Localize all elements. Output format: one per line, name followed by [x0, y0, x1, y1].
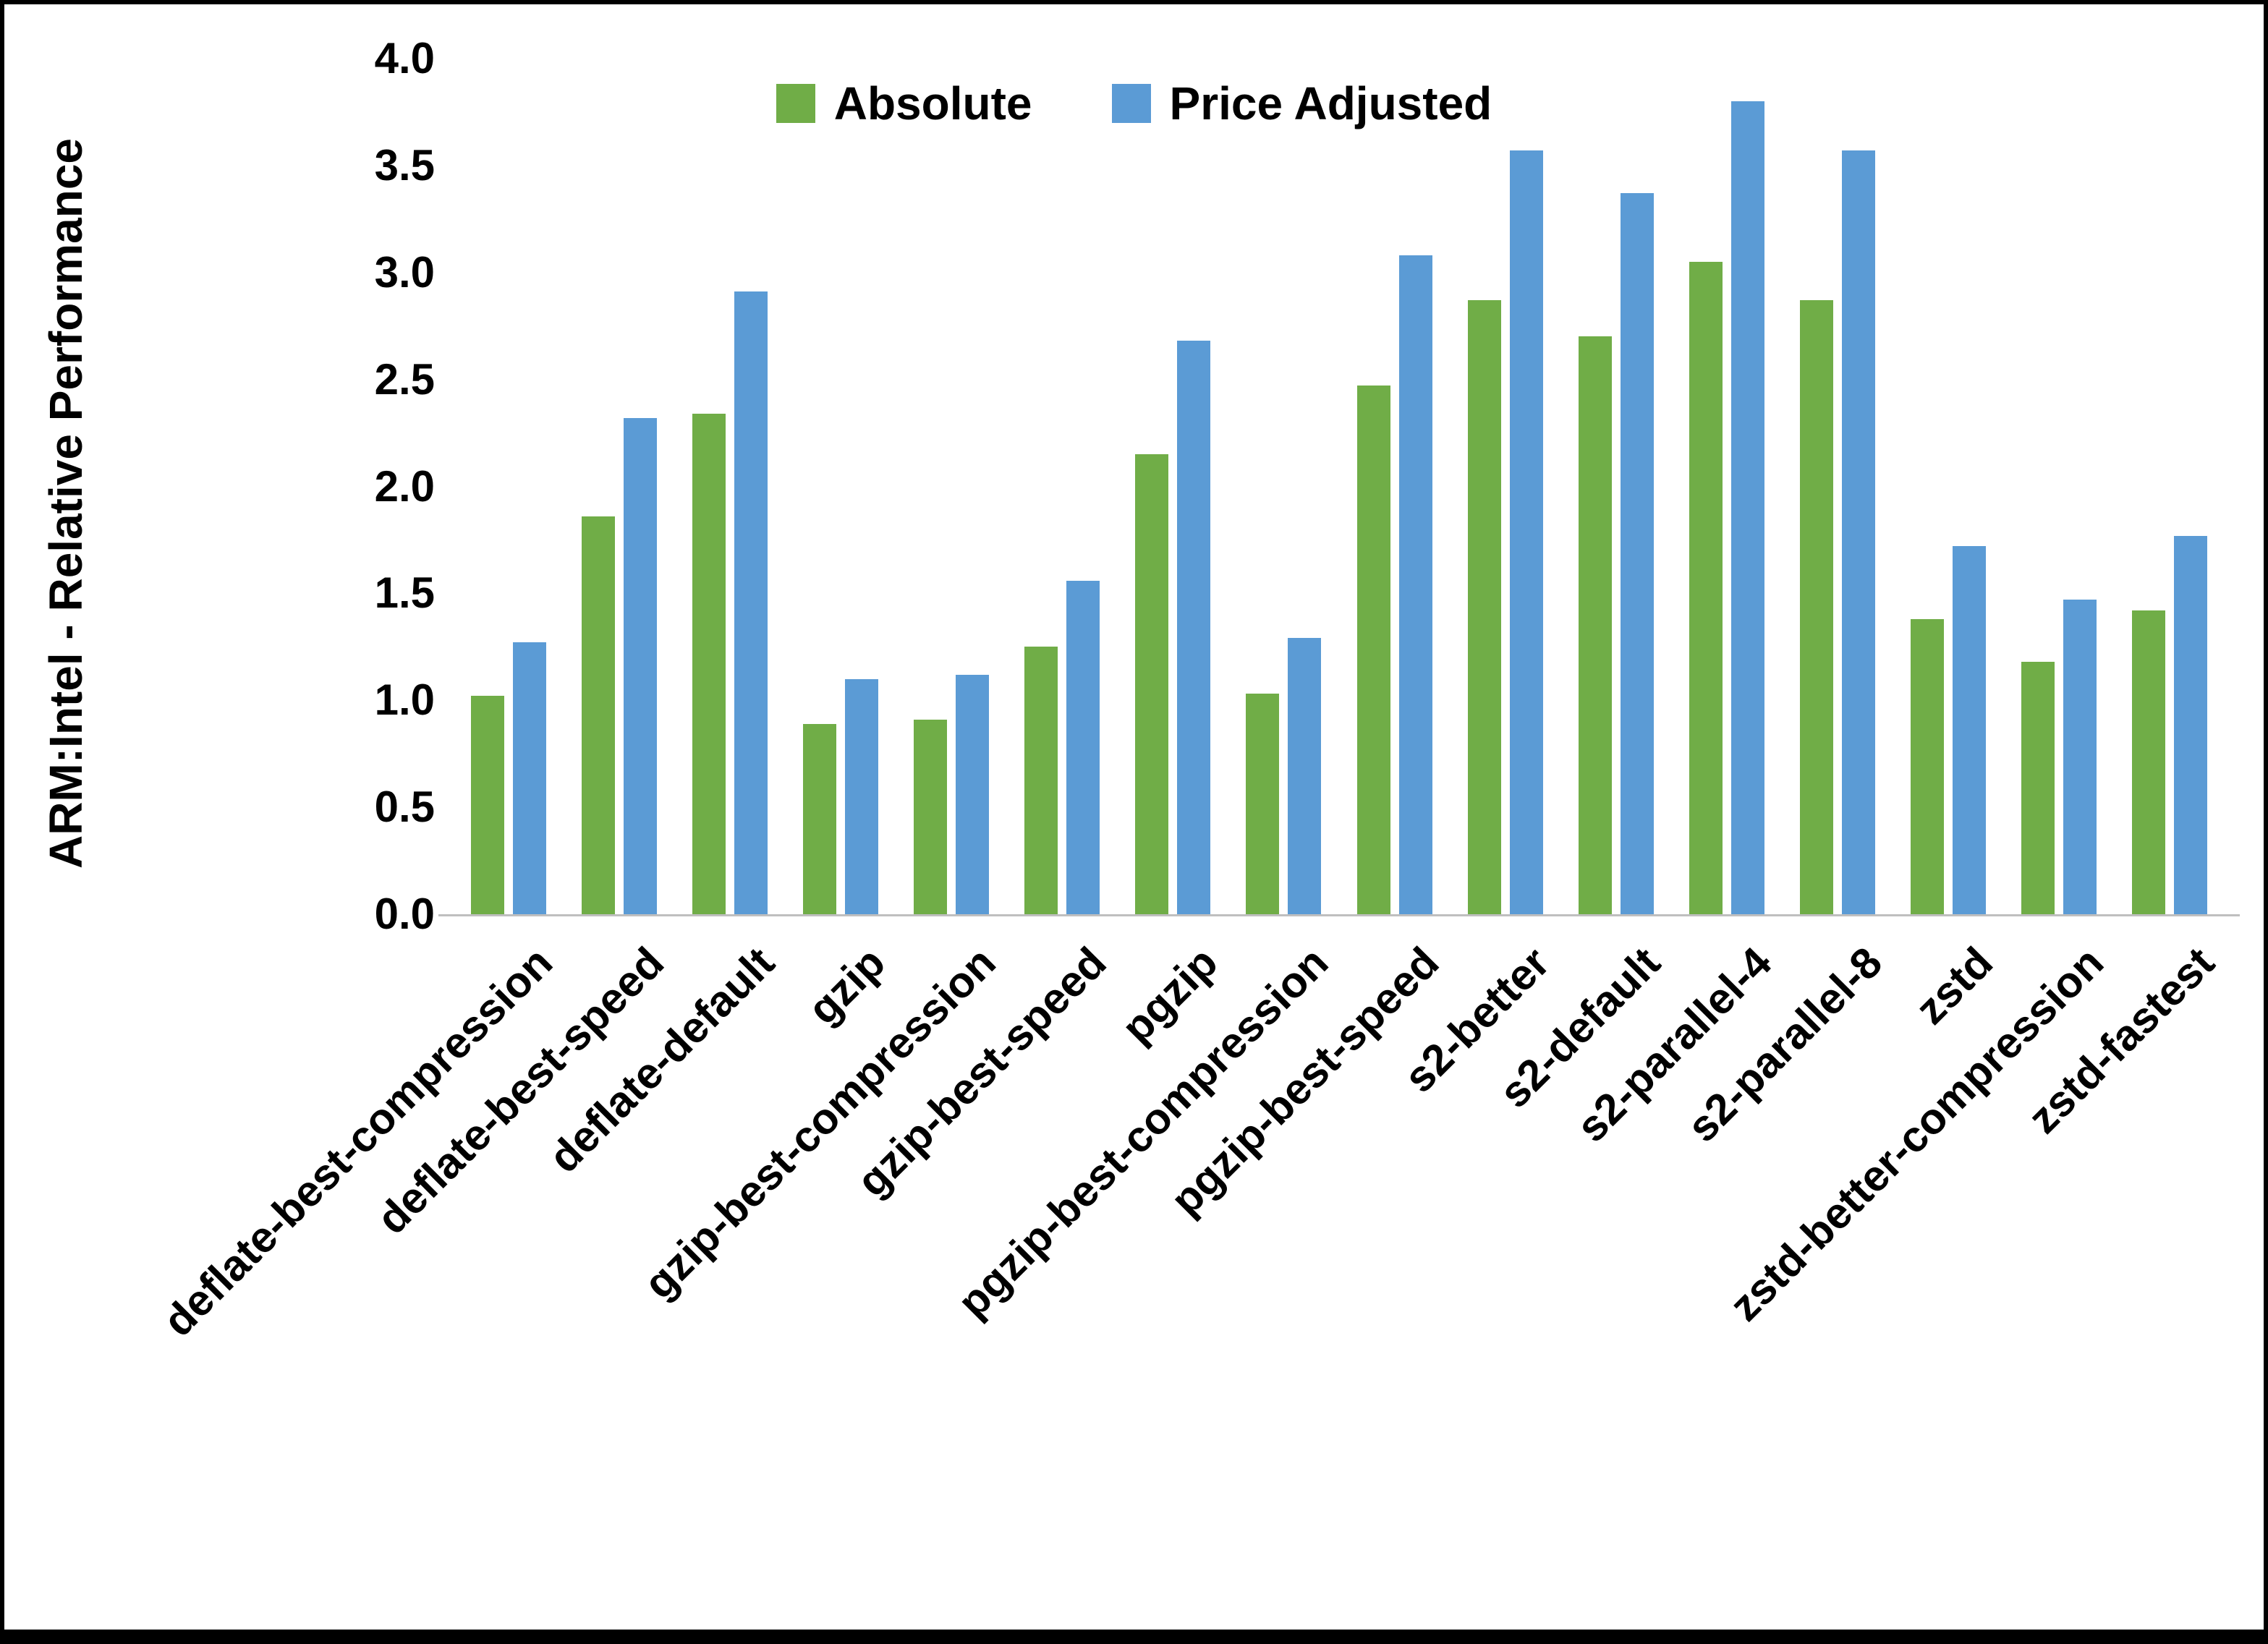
bar-price-adjusted-pgzip — [1177, 341, 1211, 914]
bar-absolute-s2-better — [1467, 300, 1501, 914]
bar-price-adjusted-pgzip-best-speed — [1398, 255, 1432, 914]
x-label-s2-parallel-8: s2-parallel-8 — [1678, 937, 1892, 1151]
x-label-gzip: gzip — [798, 937, 895, 1034]
bar-price-adjusted-deflate-default — [734, 291, 768, 914]
bar-absolute-pgzip-best-compression — [1246, 694, 1280, 914]
bar-price-adjusted-deflate-best-compression — [512, 642, 546, 914]
bar-absolute-pgzip — [1135, 454, 1169, 914]
bar-price-adjusted-s2-better — [1509, 150, 1543, 914]
y-tick-0-5: 0.5 — [374, 783, 435, 832]
bar-price-adjusted-zstd-better-compression — [2063, 600, 2097, 914]
y-tick-0-0: 0.0 — [374, 890, 435, 938]
y-tick-2-0: 2.0 — [374, 461, 435, 511]
bar-absolute-gzip-best-compression — [914, 719, 948, 914]
y-tick-3-0: 3.0 — [374, 247, 435, 297]
bar-price-adjusted-zstd — [1953, 546, 1987, 914]
bar-absolute-deflate-best-compression — [470, 696, 504, 914]
y-tick-3-5: 3.5 — [374, 140, 435, 189]
bar-absolute-deflate-default — [692, 413, 726, 914]
x-axis-line — [438, 914, 2240, 916]
x-label-zstd: zstd — [1906, 937, 2002, 1034]
bar-absolute-s2-parallel-4 — [1689, 261, 1723, 914]
bar-price-adjusted-gzip-best-speed — [1066, 580, 1100, 914]
bar-price-adjusted-gzip — [844, 678, 878, 914]
bar-price-adjusted-zstd-fastest — [2174, 535, 2208, 914]
bar-absolute-gzip — [802, 723, 836, 914]
bar-absolute-zstd — [1911, 618, 1945, 914]
y-tick-4-0: 4.0 — [374, 34, 435, 82]
bar-price-adjusted-pgzip-best-compression — [1288, 638, 1322, 914]
bar-absolute-zstd-fastest — [2132, 610, 2166, 914]
bar-absolute-zstd-better-compression — [2021, 662, 2055, 914]
bar-price-adjusted-deflate-best-speed — [623, 417, 657, 914]
plot-area: 0.0 0.5 1.0 1.5 2.0 2.5 3.0 3.5 4.0 deflate-best-… — [4, 4, 2264, 1630]
bar-absolute-s2-parallel-8 — [1800, 300, 1834, 914]
bar-absolute-s2-default — [1578, 336, 1612, 914]
bar-price-adjusted-s2-parallel-4 — [1730, 101, 1764, 914]
bar-absolute-pgzip-best-speed — [1356, 386, 1390, 914]
bar-price-adjusted-s2-default — [1620, 193, 1654, 914]
y-tick-2-5: 2.5 — [374, 354, 435, 404]
bar-absolute-deflate-best-speed — [581, 516, 615, 914]
y-tick-1-5: 1.5 — [374, 568, 435, 618]
y-tick-1-0: 1.0 — [374, 676, 435, 725]
bar-price-adjusted-gzip-best-compression — [956, 674, 990, 914]
bar-price-adjusted-s2-parallel-8 — [1842, 150, 1876, 914]
bar-absolute-gzip-best-speed — [1024, 647, 1058, 914]
